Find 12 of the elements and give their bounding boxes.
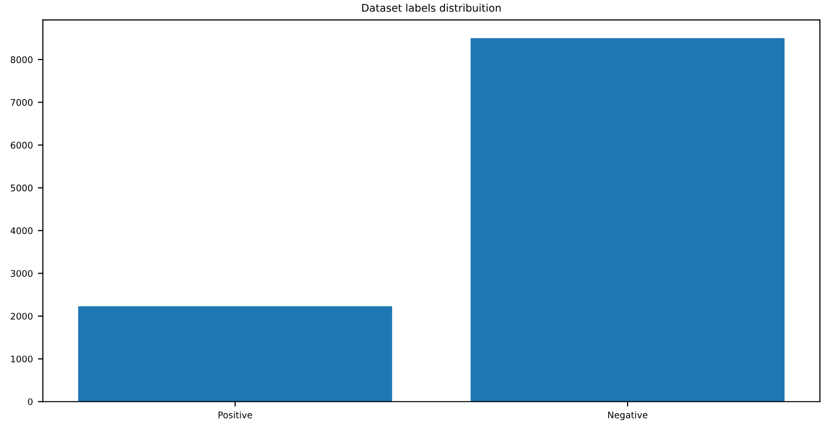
y-tick-label: 3000	[10, 270, 33, 277]
y-tick-label: 1000	[11, 356, 33, 362]
y-tick-label: 8000	[10, 56, 33, 64]
y-tick-label: 6000	[10, 142, 33, 149]
x-tick-label: Negative	[608, 411, 648, 420]
y-tick-label: 4000	[10, 227, 33, 234]
chart-title: Dataset labels distribuition	[362, 4, 501, 12]
y-tick-label: 2000	[10, 312, 33, 320]
y-tick-label: 7000	[10, 99, 33, 106]
y-tick-label: 5000	[10, 184, 33, 192]
y-tick-label: 0	[28, 398, 33, 406]
x-tick-label: Positive	[218, 411, 252, 418]
